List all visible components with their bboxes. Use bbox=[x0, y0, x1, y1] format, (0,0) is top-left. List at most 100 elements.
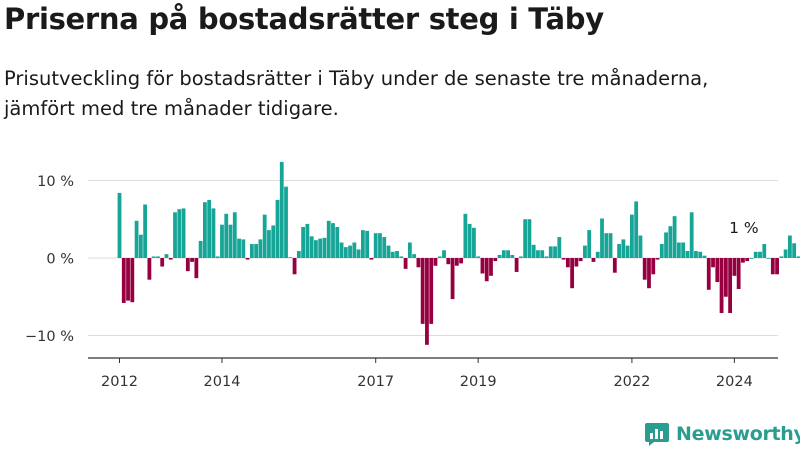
bar bbox=[147, 258, 152, 280]
bar bbox=[138, 234, 143, 258]
bar bbox=[121, 258, 126, 303]
bar bbox=[309, 236, 314, 258]
bar bbox=[228, 224, 233, 258]
bar bbox=[454, 258, 459, 266]
bar bbox=[497, 254, 502, 258]
bar bbox=[245, 258, 250, 260]
bar bbox=[591, 258, 596, 262]
bar bbox=[117, 192, 122, 258]
x-tick-label: 2014 bbox=[204, 374, 241, 390]
bar bbox=[787, 235, 792, 258]
bar bbox=[177, 209, 182, 258]
bar bbox=[203, 202, 207, 258]
y-tick-label: 10 % bbox=[37, 174, 74, 190]
bar bbox=[258, 239, 263, 258]
bar bbox=[168, 258, 173, 260]
bar bbox=[181, 208, 186, 258]
bar bbox=[425, 258, 429, 345]
bar bbox=[194, 258, 199, 279]
bar bbox=[749, 258, 754, 259]
bar bbox=[267, 230, 271, 258]
bar bbox=[600, 218, 604, 258]
bar bbox=[617, 244, 621, 258]
bar bbox=[416, 258, 421, 268]
bar bbox=[536, 250, 540, 258]
bar bbox=[463, 213, 468, 258]
bar bbox=[540, 250, 545, 258]
bar bbox=[275, 199, 280, 259]
bar bbox=[728, 258, 733, 314]
bar bbox=[630, 214, 634, 258]
bar bbox=[736, 258, 741, 289]
bar bbox=[668, 226, 673, 258]
x-tick-label: 2017 bbox=[357, 374, 394, 390]
bar bbox=[403, 258, 408, 269]
bar bbox=[672, 216, 677, 258]
bar bbox=[190, 258, 194, 262]
bar bbox=[523, 219, 528, 258]
bar bbox=[745, 258, 750, 262]
bar bbox=[689, 212, 694, 259]
bar bbox=[339, 242, 344, 258]
bar bbox=[698, 251, 703, 258]
bar bbox=[134, 220, 139, 258]
bar bbox=[386, 245, 391, 258]
newsworthy-logo-icon bbox=[645, 423, 669, 446]
bar bbox=[249, 244, 254, 258]
newsworthy-logo: Newsworthy bbox=[644, 420, 800, 448]
bar bbox=[561, 258, 566, 260]
bar bbox=[352, 242, 357, 258]
subtitle-line-1: Prisutveckling för bostadsrätter i Täby … bbox=[4, 67, 709, 90]
bar bbox=[322, 237, 327, 258]
bar bbox=[775, 258, 779, 275]
bar bbox=[578, 258, 583, 262]
bar bbox=[373, 233, 378, 258]
bar bbox=[634, 201, 639, 258]
bar bbox=[762, 244, 767, 258]
bar bbox=[501, 250, 506, 258]
bar bbox=[467, 223, 472, 258]
x-tick-label: 2012 bbox=[101, 374, 138, 390]
bar bbox=[783, 249, 788, 258]
bar bbox=[685, 251, 690, 259]
bar bbox=[506, 250, 510, 258]
bar bbox=[126, 258, 130, 301]
bar bbox=[459, 258, 463, 264]
bar bbox=[220, 224, 224, 258]
bar bbox=[185, 258, 190, 272]
bar bbox=[412, 254, 417, 259]
bar bbox=[480, 258, 485, 274]
bar bbox=[224, 213, 229, 258]
bar bbox=[237, 238, 241, 259]
bar bbox=[288, 257, 293, 259]
chart-subtitle: Prisutveckling för bostadsrätter i Täby … bbox=[4, 64, 794, 124]
bar bbox=[651, 258, 656, 275]
bar bbox=[173, 212, 177, 259]
x-tick-label: 2019 bbox=[460, 374, 497, 390]
brand-name: Newsworthy bbox=[676, 423, 800, 445]
bar bbox=[446, 258, 451, 265]
y-tick-label: −10 % bbox=[25, 329, 74, 345]
bar bbox=[484, 258, 489, 282]
bar bbox=[390, 251, 395, 258]
bar bbox=[514, 258, 519, 272]
x-tick-label: 2024 bbox=[716, 374, 753, 390]
bar bbox=[292, 258, 297, 275]
bar bbox=[753, 251, 758, 258]
subtitle-line-2: jämfört med tre månader tidigare. bbox=[4, 97, 339, 120]
bar bbox=[314, 240, 318, 258]
bar bbox=[433, 258, 438, 266]
bar bbox=[706, 258, 711, 290]
bar bbox=[553, 246, 557, 259]
bar bbox=[160, 258, 165, 267]
chart-title: Priserna på bostadsrätter steg i Täby bbox=[4, 2, 604, 36]
bar bbox=[518, 256, 523, 258]
bar bbox=[241, 239, 246, 258]
bar bbox=[527, 219, 532, 258]
bar bbox=[570, 258, 575, 289]
bar bbox=[510, 254, 515, 258]
bar bbox=[356, 249, 361, 258]
bar bbox=[647, 258, 651, 289]
bar bbox=[420, 258, 425, 324]
